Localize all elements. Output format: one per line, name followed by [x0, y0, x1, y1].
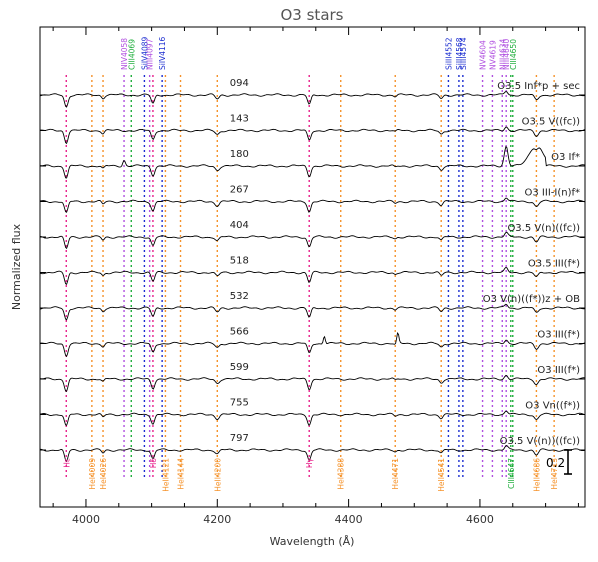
spectral-type-label: O3 Vn((f*)) — [525, 401, 580, 412]
top-line-label: NIV4058 — [120, 38, 129, 70]
star-id-label: 267 — [230, 185, 249, 196]
star-id-label: 143 — [230, 114, 249, 125]
bottom-line-label: HeI4713 — [550, 458, 559, 490]
star-id-label: 532 — [230, 291, 249, 302]
top-line-label: NIII4634 — [498, 38, 507, 70]
star-id-label: 599 — [230, 362, 249, 373]
star-id-label: 755 — [230, 398, 249, 409]
star-id-label: 797 — [230, 433, 249, 444]
spectral-type-label: O3 III-I(n)f* — [525, 188, 580, 199]
bottom-line-label: Hδ — [149, 458, 158, 469]
star-id-label: 404 — [230, 220, 249, 231]
top-line-label: SiIII4568 — [455, 37, 464, 70]
spectra — [39, 90, 585, 462]
x-axis: 4000 4200 4400 4600 — [40, 27, 585, 526]
top-line-label: NV4604 — [479, 40, 488, 70]
star-id-label: 566 — [230, 327, 249, 338]
spectrum-094 — [39, 90, 585, 108]
y-axis-label: Normalized flux — [10, 223, 23, 310]
top-line-label: SiIV4089 — [140, 36, 149, 70]
plot-frame — [39, 26, 586, 508]
x-axis-label: Wavelength (Å) — [270, 535, 355, 548]
spectral-type-label: O3.5 V((n))((fc)) — [500, 436, 580, 447]
spectral-type-label: O3 III(f*) — [537, 330, 580, 341]
scale-bar-label: 0.2 — [546, 456, 565, 470]
spectral-type-label: O3.5 V((fc)) — [522, 117, 581, 128]
x-tick-label: 4200 — [203, 513, 231, 526]
spectral-type-label: O3.5 III(f*) — [528, 259, 580, 270]
x-tick-label: 4000 — [72, 513, 100, 526]
bottom-line-label: HeI4144 — [177, 458, 186, 490]
star-id-label: 094 — [230, 78, 249, 89]
bottom-line-label: HeI4388 — [337, 458, 346, 490]
top-line-label: NIII4640 — [502, 38, 511, 70]
spectrum-267 — [39, 197, 585, 213]
spectrum-180 — [39, 145, 585, 179]
x-tick-label: 4600 — [466, 513, 494, 526]
top-line-label: SiIV4116 — [158, 36, 167, 70]
spectrum-518 — [39, 266, 585, 285]
top-line-label: SiIII4552 — [444, 37, 453, 70]
spectrum-566 — [39, 332, 585, 358]
spectral-type-label: O3.5 Inf*p + sec — [497, 81, 580, 92]
x-tick-label: 4400 — [335, 513, 363, 526]
top-line-label: SiIII4574 — [459, 37, 468, 70]
bottom-line-label: HeI4471 — [391, 458, 400, 490]
spectrum-143 — [40, 126, 585, 145]
bottom-line-label: HeI4009 — [88, 458, 97, 490]
top-line-label: NIII4097 — [146, 38, 155, 70]
scale-bar: 0.2 — [546, 449, 572, 475]
bottom-line-label: Hε — [62, 458, 71, 468]
spectrum-404 — [39, 231, 585, 250]
spectral-type-label: O3 V(n)((f*))z + OB — [483, 294, 580, 305]
bottom-line-label: CIII4647 — [507, 458, 516, 489]
star-id-label: 180 — [230, 149, 249, 160]
spectral-type-label: O3 If* — [551, 152, 580, 163]
spectral-type-label: O3.5 V(n)((fc)) — [507, 223, 580, 234]
bottom-line-label: HeII4541 — [437, 458, 446, 492]
spectrum-532 — [39, 303, 585, 321]
chart-title: O3 stars — [281, 6, 344, 24]
star-id-label: 518 — [230, 256, 249, 267]
top-line-label: CIII4069 — [127, 39, 136, 70]
spectral-type-label: O3 III(f*) — [537, 365, 580, 376]
bottom-line-label: HeII4686 — [532, 458, 541, 492]
bottom-line-label: HeI4026 — [99, 458, 108, 490]
spectrum-755 — [39, 410, 585, 427]
spectrum-599 — [39, 374, 585, 392]
bottom-line-label: HeII4121 — [161, 458, 170, 492]
top-line-label: NV4619 — [488, 40, 497, 70]
top-line-label: CIII4650 — [509, 39, 518, 70]
line-markers — [65, 75, 555, 480]
spectrum-797 — [39, 445, 585, 462]
bottom-line-label: Hγ — [305, 457, 314, 468]
bottom-line-label: HeII4200 — [213, 458, 222, 492]
